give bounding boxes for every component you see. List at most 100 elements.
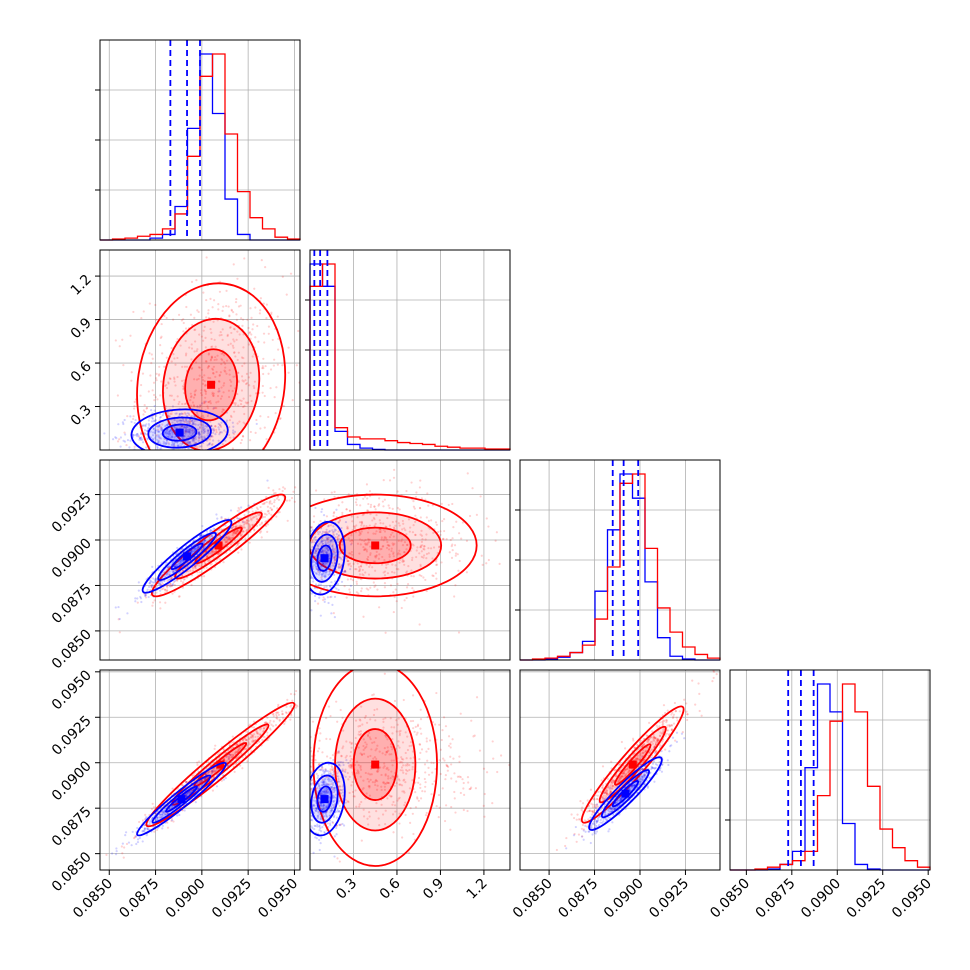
red-sample-point: [443, 517, 446, 521]
blue-sample-point: [187, 442, 190, 446]
blue-sample-point: [111, 852, 114, 855]
blue-sample-point: [186, 793, 189, 796]
red-sample-point: [250, 475, 252, 477]
red-sample-point: [204, 392, 207, 396]
red-sample-point: [215, 370, 218, 374]
red-sample-point: [210, 355, 213, 358]
red-sample-point: [405, 533, 408, 536]
red-sample-point: [340, 663, 342, 665]
blue-sample-point: [152, 427, 155, 430]
blue-sample-point: [337, 534, 341, 537]
blue-sample-point: [311, 528, 315, 531]
blue-sample-point: [303, 577, 305, 579]
red-sample-point: [235, 297, 238, 301]
blue-sample-point: [316, 569, 320, 572]
blue-sample-point: [198, 434, 201, 437]
red-sample-point: [252, 323, 255, 326]
red-sample-point: [214, 356, 217, 359]
red-sample-point: [214, 406, 217, 410]
blue-sample-point: [324, 573, 327, 576]
blue-sample-point: [290, 586, 292, 588]
red-sample-point: [260, 521, 264, 524]
blue-sample-point: [144, 594, 147, 597]
blue-sample-point: [151, 416, 154, 419]
red-sample-point: [313, 466, 315, 468]
red-sample-point: [381, 555, 384, 559]
red-sample-point: [235, 762, 238, 765]
blue-sample-point: [266, 479, 269, 482]
red-sample-point: [382, 522, 385, 525]
scatter-panel-2-1: [272, 459, 511, 661]
blue-sample-point: [168, 432, 171, 435]
red-sample-point: [235, 544, 238, 548]
red-sample-point: [337, 520, 340, 523]
red-sample-point: [307, 554, 309, 556]
blue-sample-point: [186, 440, 190, 443]
red-sample-point: [192, 396, 196, 399]
red-sample-point: [192, 548, 195, 551]
blue-sample-point: [210, 425, 213, 428]
red-sample-point: [167, 415, 170, 419]
red-sample-point: [172, 470, 174, 472]
red-sample-point: [220, 779, 223, 782]
red-sample-point: [379, 530, 382, 534]
red-sample-point: [167, 441, 170, 444]
red-sample-point: [228, 314, 231, 317]
red-sample-point: [277, 711, 280, 714]
red-sample-point: [181, 385, 185, 388]
blue-sample-point: [337, 588, 340, 591]
blue-sample-point: [194, 565, 197, 568]
red-sample-point: [251, 328, 254, 331]
blue-sample-point: [124, 831, 128, 834]
red-histogram: [730, 683, 931, 871]
red-sample-point: [224, 540, 227, 544]
red-sample-point: [182, 330, 185, 333]
blue-sample-point: [133, 421, 136, 425]
blue-sample-point: [165, 429, 168, 433]
red-sample-point: [217, 380, 221, 383]
red-sample-point: [212, 394, 215, 397]
blue-sample-point: [149, 820, 152, 823]
red-sample-point: [200, 393, 203, 397]
red-sample-point: [293, 693, 296, 696]
red-sample-point: [154, 318, 158, 321]
blue-sample-point: [326, 541, 329, 545]
blue-sample-point: [179, 421, 182, 424]
red-sample-point: [207, 309, 210, 312]
red-sample-point: [387, 504, 390, 507]
blue-sample-point: [333, 557, 336, 560]
blue-sample-point: [151, 434, 155, 437]
red-sample-point: [224, 541, 228, 544]
red-sample-point: [209, 327, 212, 331]
red-sample-point: [277, 498, 281, 501]
red-sample-point: [155, 433, 158, 437]
red-sample-point: [283, 722, 286, 726]
red-sample-point: [229, 549, 232, 552]
red-sample-point: [233, 351, 236, 354]
red-sample-point: [262, 372, 265, 376]
blue-sample-point: [224, 777, 227, 780]
red-sample-point: [360, 520, 363, 524]
red-sample-point: [188, 413, 191, 417]
blue-sample-point: [144, 425, 147, 428]
red-sample-point: [224, 370, 227, 373]
red-sample-point: [190, 367, 193, 371]
red-sample-point: [338, 518, 342, 522]
blue-sample-point: [186, 425, 189, 428]
red-sample-point: [403, 551, 406, 554]
red-sample-point: [232, 741, 235, 744]
red-sample-point: [262, 729, 265, 732]
red-sample-point: [272, 551, 274, 553]
red-sample-point: [419, 533, 422, 536]
red-sample-point: [234, 531, 237, 534]
red-sample-point: [202, 339, 205, 342]
red-sample-point: [237, 371, 240, 375]
red-sample-point: [195, 361, 198, 364]
blue-sample-point: [207, 771, 211, 774]
blue-sample-point: [168, 453, 170, 455]
red-sample-point: [190, 394, 193, 398]
blue-sample-point: [162, 442, 165, 445]
red-sample-point: [218, 290, 222, 293]
blue-sample-point: [184, 429, 187, 432]
blue-sample-point: [181, 436, 184, 439]
